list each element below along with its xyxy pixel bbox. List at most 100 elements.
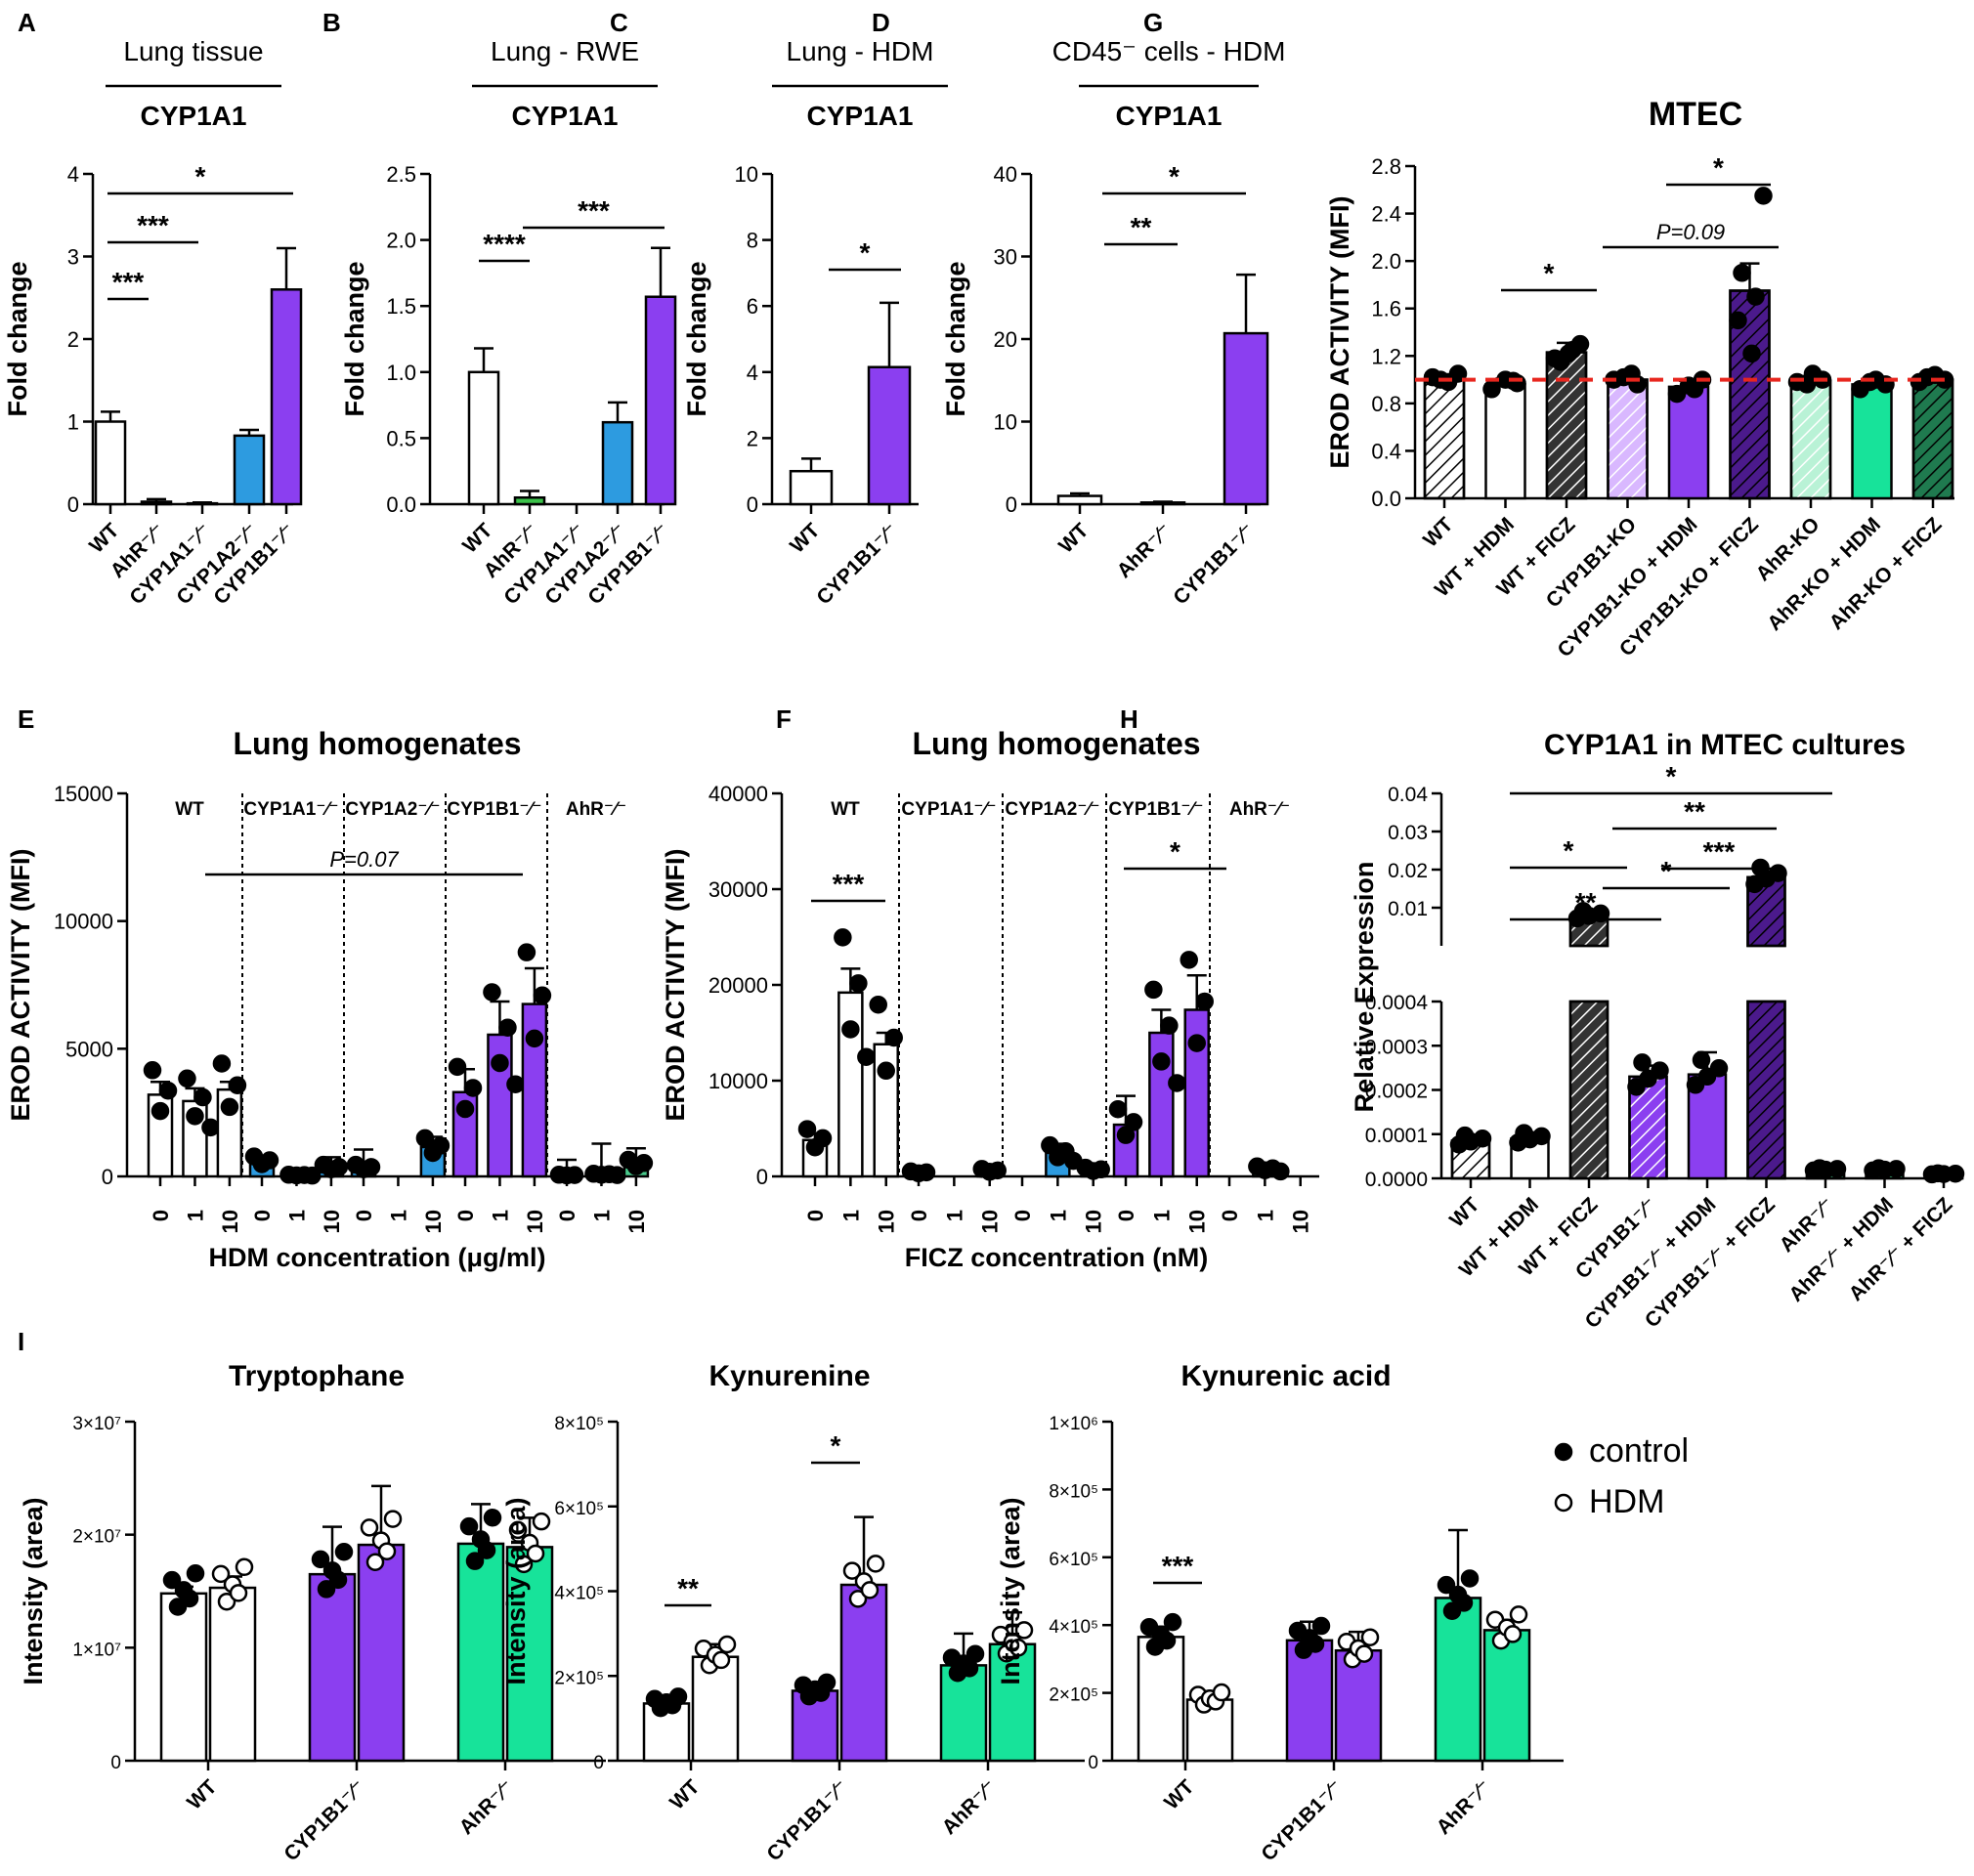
panel-C-y-tick-label: 4 [747,361,758,385]
panel-F-dose-label: 0 [1114,1210,1138,1221]
panel-G-sig-2: P=0.09 [1656,220,1725,244]
panel-D-y-tick-label: 0 [1006,492,1017,517]
panel-A-bar [233,434,266,506]
panel-F-dose-label: 0 [907,1210,931,1221]
panel-I3-title: Kynurenic acid [1180,1360,1391,1392]
panel-F-dose-label: 1 [1046,1210,1070,1221]
panel-F-dose-label: 10 [1082,1210,1106,1233]
panel-F-point [1180,951,1198,969]
panel-G-sig-1: * [1544,258,1555,288]
panel-E-dose-label: 1 [488,1210,512,1221]
panel-H-point [1633,1053,1652,1072]
panel-D-y-tick-label: 20 [994,327,1017,352]
panel-B-y-tick-label: 0.0 [386,492,416,517]
panel-G-point [1742,344,1761,363]
panel-H-bar-lower-hatch [1568,1000,1609,1180]
panel-E-y-tick-label: 10000 [54,910,113,934]
panel-E-dose-label: 10 [421,1210,446,1233]
panel-E-point [431,1136,451,1155]
panel-letter-D: D [872,8,890,37]
panel-E-group-label: CYP1A2⁻⁄⁻ [345,799,440,820]
panel-D-bar [1223,331,1269,506]
panel-F-y-tick-label: 30000 [708,877,768,902]
panel-G-point [1733,264,1751,282]
panel-I2-title: Kynurenine [708,1360,870,1392]
panel-I2-point [1008,1639,1028,1657]
panel-B-bar [644,295,677,506]
panel-F-point [988,1161,1007,1180]
panel-H-tick-label: 0.03 [1388,822,1428,844]
panel-F-point [1271,1162,1290,1181]
panel-E-point [448,1057,467,1077]
panel-C-sig: * [860,237,871,268]
panel-I3-point [1157,1631,1177,1650]
panel-H-tick-label: 0.04 [1388,784,1428,806]
panel-F-bar [837,991,864,1178]
panel-I2-x-label: CYP1B1⁻⁄⁻ [762,1775,852,1865]
panel-G-point [1746,287,1765,306]
panel-E-xlabel: HDM concentration (μg/ml) [208,1243,545,1272]
panel-F-group-label: CYP1B1⁻⁄⁻ [1108,799,1203,820]
panel-E-point [565,1166,584,1184]
panel-E-point [220,1097,239,1117]
panel-I1-bar [159,1592,208,1763]
panel-H-point [1692,1050,1711,1070]
panel-I1-bar [456,1542,505,1763]
panel-F-group-label: WT [831,799,860,820]
panel-E-point [517,943,536,961]
panel-E-dose-label: 0 [555,1210,579,1221]
panel-I3-y-tick-label: 4×10⁵ [1049,1617,1098,1638]
panel-I2-sig-2: * [831,1430,841,1461]
panel-E-group-label: WT [175,799,204,820]
panel-A-y-tick-label: 4 [67,162,79,187]
panel-C-x-label: CYP1B1⁻⁄⁻ [812,519,902,609]
panel-E-point [463,1079,483,1097]
panel-I3-point [1311,1616,1331,1636]
legend-hdm-marker [1554,1493,1573,1513]
panel-G-y-tick-label: 1.2 [1371,344,1401,368]
panel-I2-bar [691,1655,740,1763]
panel-E-sig: P=0.07 [329,847,399,872]
panel-G-y-tick-label: 0.4 [1371,439,1401,463]
panel-I3-y-tick-label: 2×10⁵ [1049,1685,1098,1706]
panel-H-point [1515,1124,1533,1142]
panel-I2-point [1014,1621,1034,1640]
panel-H-tick-label: 0.0001 [1365,1125,1428,1147]
panel-A-y-tick-label: 0 [67,492,79,517]
panel-H-point [1651,1061,1669,1080]
panel-E-point [525,1029,544,1048]
panel-I1-point [360,1518,379,1537]
panel-F-ylabel: EROD ACTIVITY (MFI) [661,849,690,1122]
panel-G-point [1614,367,1633,387]
panel-I3-ylabel: Intensity (area) [996,1497,1025,1684]
panel-C-y-tick-label: 6 [747,294,758,319]
panel-I2-ylabel: Intensity (area) [501,1497,531,1684]
panel-H-title: CYP1A1 in MTEC cultures [1544,729,1906,761]
panel-I3-point [1306,1635,1325,1653]
panel-I1-y-tick-label: 3×10⁷ [72,1414,121,1434]
panel-I3-point [1163,1612,1182,1632]
panel-H-x-label: WT [1445,1193,1483,1231]
panel-H-point [1810,1159,1829,1177]
panel-B-x-label: WT [458,519,496,557]
panel-I1-point [459,1516,479,1536]
panel-I3-bar [1334,1648,1383,1763]
panel-A-ylabel: Fold change [3,261,32,416]
panel-G-point [1563,340,1582,360]
panel-F-y-tick-label: 0 [756,1165,768,1189]
panel-F-point [841,1020,860,1039]
panel-G-point [1685,380,1704,399]
panel-I1-point [377,1542,397,1560]
panel-I1-point [508,1520,528,1540]
panel-I1-point [162,1570,182,1590]
panel-F-point [1108,1099,1128,1119]
panel-F-point [813,1129,833,1148]
panel-F-point [884,1028,903,1047]
panel-E-point [329,1158,349,1176]
panel-I1-point [317,1580,336,1599]
panel-H-tick-label: 0.0003 [1365,1036,1428,1058]
panel-I3-sig: *** [1162,1551,1194,1581]
panel-B-y-tick-label: 0.5 [386,426,416,450]
panel-F-group-label: AhR⁻⁄⁻ [1229,799,1290,820]
